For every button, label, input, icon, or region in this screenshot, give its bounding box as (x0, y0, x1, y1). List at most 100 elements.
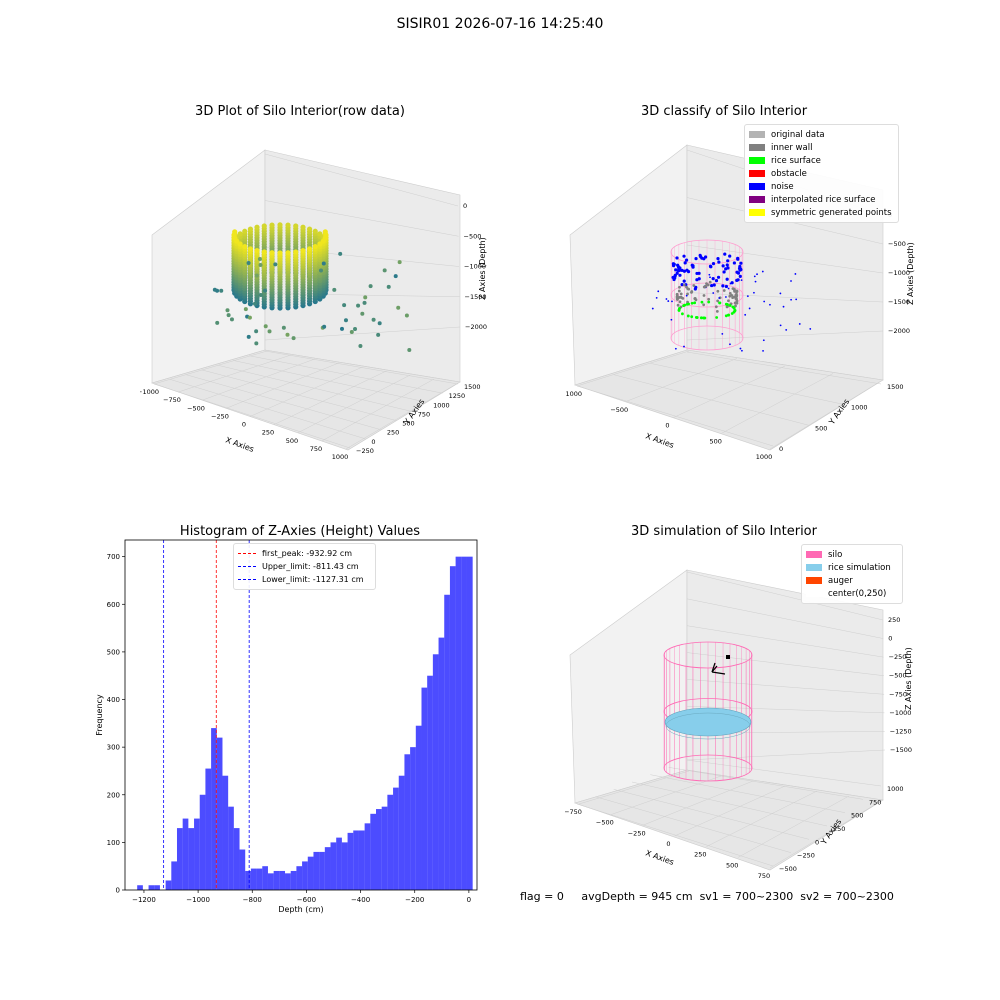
histogram-bar (387, 794, 394, 890)
noise-point (721, 284, 725, 288)
wall-point (686, 292, 689, 296)
histogram-bar (449, 566, 456, 890)
classify-3d-plot: X Axies Y Axies Z Axies (Depth) −1000−50… (565, 144, 915, 461)
grid-line (217, 364, 412, 412)
noise-point (761, 270, 764, 273)
histogram-bar (302, 861, 308, 890)
data-point (293, 249, 299, 255)
noise-point (674, 268, 678, 272)
noise-point (727, 287, 730, 290)
histogram-bar (182, 818, 189, 890)
rice-point (707, 300, 711, 304)
wall-point (677, 289, 681, 293)
data-point (306, 246, 313, 252)
histogram-bar (137, 885, 143, 890)
z-tick-label: −2000 (888, 327, 910, 335)
data-point (342, 303, 347, 308)
legend-label: original data (771, 129, 825, 140)
data-point (362, 300, 367, 305)
noise-point (763, 300, 766, 303)
data-point (404, 313, 409, 318)
histogram-bar (466, 556, 473, 890)
histogram-title: Histogram of Z-Axies (Height) Values (179, 524, 421, 539)
noise-point (673, 276, 677, 280)
x-axis-label: X Axies (224, 435, 255, 454)
wall-point (679, 295, 683, 299)
grid-line (201, 369, 397, 421)
grid-line (674, 785, 786, 837)
histogram-bar (324, 847, 331, 890)
data-point (247, 315, 252, 320)
data-point (277, 222, 283, 228)
noise-point (711, 262, 716, 266)
grid-line (686, 706, 885, 714)
y-tick-label: 1000 (887, 785, 904, 793)
histogram-bar (165, 880, 172, 890)
data-point (219, 288, 224, 293)
noise-point (779, 324, 782, 327)
sv1-text: sv1 = 700~2300 (699, 890, 794, 903)
histogram-bar (336, 837, 342, 890)
y-tick-label: −250 (356, 447, 374, 455)
data-point (312, 228, 318, 234)
data-point (317, 241, 323, 247)
data-point (396, 305, 401, 310)
y-tick-label: −250 (797, 852, 815, 860)
floor-pane (151, 349, 461, 451)
x-axis-label: Depth (cm) (278, 905, 323, 914)
grid-line (578, 770, 690, 805)
data-point (363, 295, 368, 300)
grid-line (686, 625, 884, 658)
x-tick-label: −400 (351, 896, 370, 904)
z-tick-label: 0 (888, 635, 892, 643)
histogram-bar (358, 830, 365, 890)
histogram-bar (222, 775, 229, 890)
noise-point (682, 279, 686, 283)
rice-point (715, 316, 719, 319)
legend-label: silo (828, 549, 843, 560)
z-tick-label: −750 (889, 690, 907, 698)
data-point (382, 268, 387, 273)
histogram-bar (410, 747, 416, 890)
data-point (243, 307, 248, 312)
y-tick-label: 1250 (449, 392, 466, 400)
x-tick-label: 1000 (756, 453, 773, 461)
grid-line (169, 379, 366, 440)
legend-item: interpolated rice surface (749, 193, 894, 206)
noise-point (655, 296, 658, 299)
noise-point (726, 259, 730, 263)
legend-line (238, 579, 256, 580)
x-tick-label: 0 (666, 840, 670, 848)
histogram-chart: −1200 −1000 −800 −600 −400 −200 0 0 100 200 300 400… (95, 539, 478, 914)
legend-label: obstacle (771, 168, 807, 179)
legend-label: Lower_limit: -1127.31 cm (262, 575, 364, 584)
histogram-bar (370, 813, 377, 890)
x-tick-label: −500 (187, 404, 205, 412)
wall-point (733, 301, 737, 305)
noise-point (729, 343, 731, 346)
grid-line (185, 374, 381, 430)
noise-point (717, 260, 721, 264)
noise-point (728, 254, 732, 258)
data-point (226, 313, 231, 318)
silo-ring (663, 641, 753, 669)
noise-point (739, 261, 743, 265)
noise-point (738, 274, 742, 279)
rice-point (681, 312, 684, 316)
noise-point (697, 277, 701, 281)
data-point (285, 250, 291, 256)
wall-point (706, 283, 710, 287)
noise-point (718, 297, 721, 299)
histogram-bar (398, 775, 405, 890)
grid-line (769, 380, 882, 450)
noise-point (671, 262, 675, 266)
legend-item: inner wall (749, 141, 894, 154)
x-tick-label: 750 (758, 872, 770, 880)
data-point (258, 292, 263, 297)
x-tick-label: 500 (726, 861, 738, 869)
legend-label: center(0,250) (828, 588, 887, 599)
noise-point (739, 268, 743, 272)
grid-line (613, 374, 810, 426)
noise-point (740, 279, 743, 282)
legend-swatch (806, 590, 822, 597)
